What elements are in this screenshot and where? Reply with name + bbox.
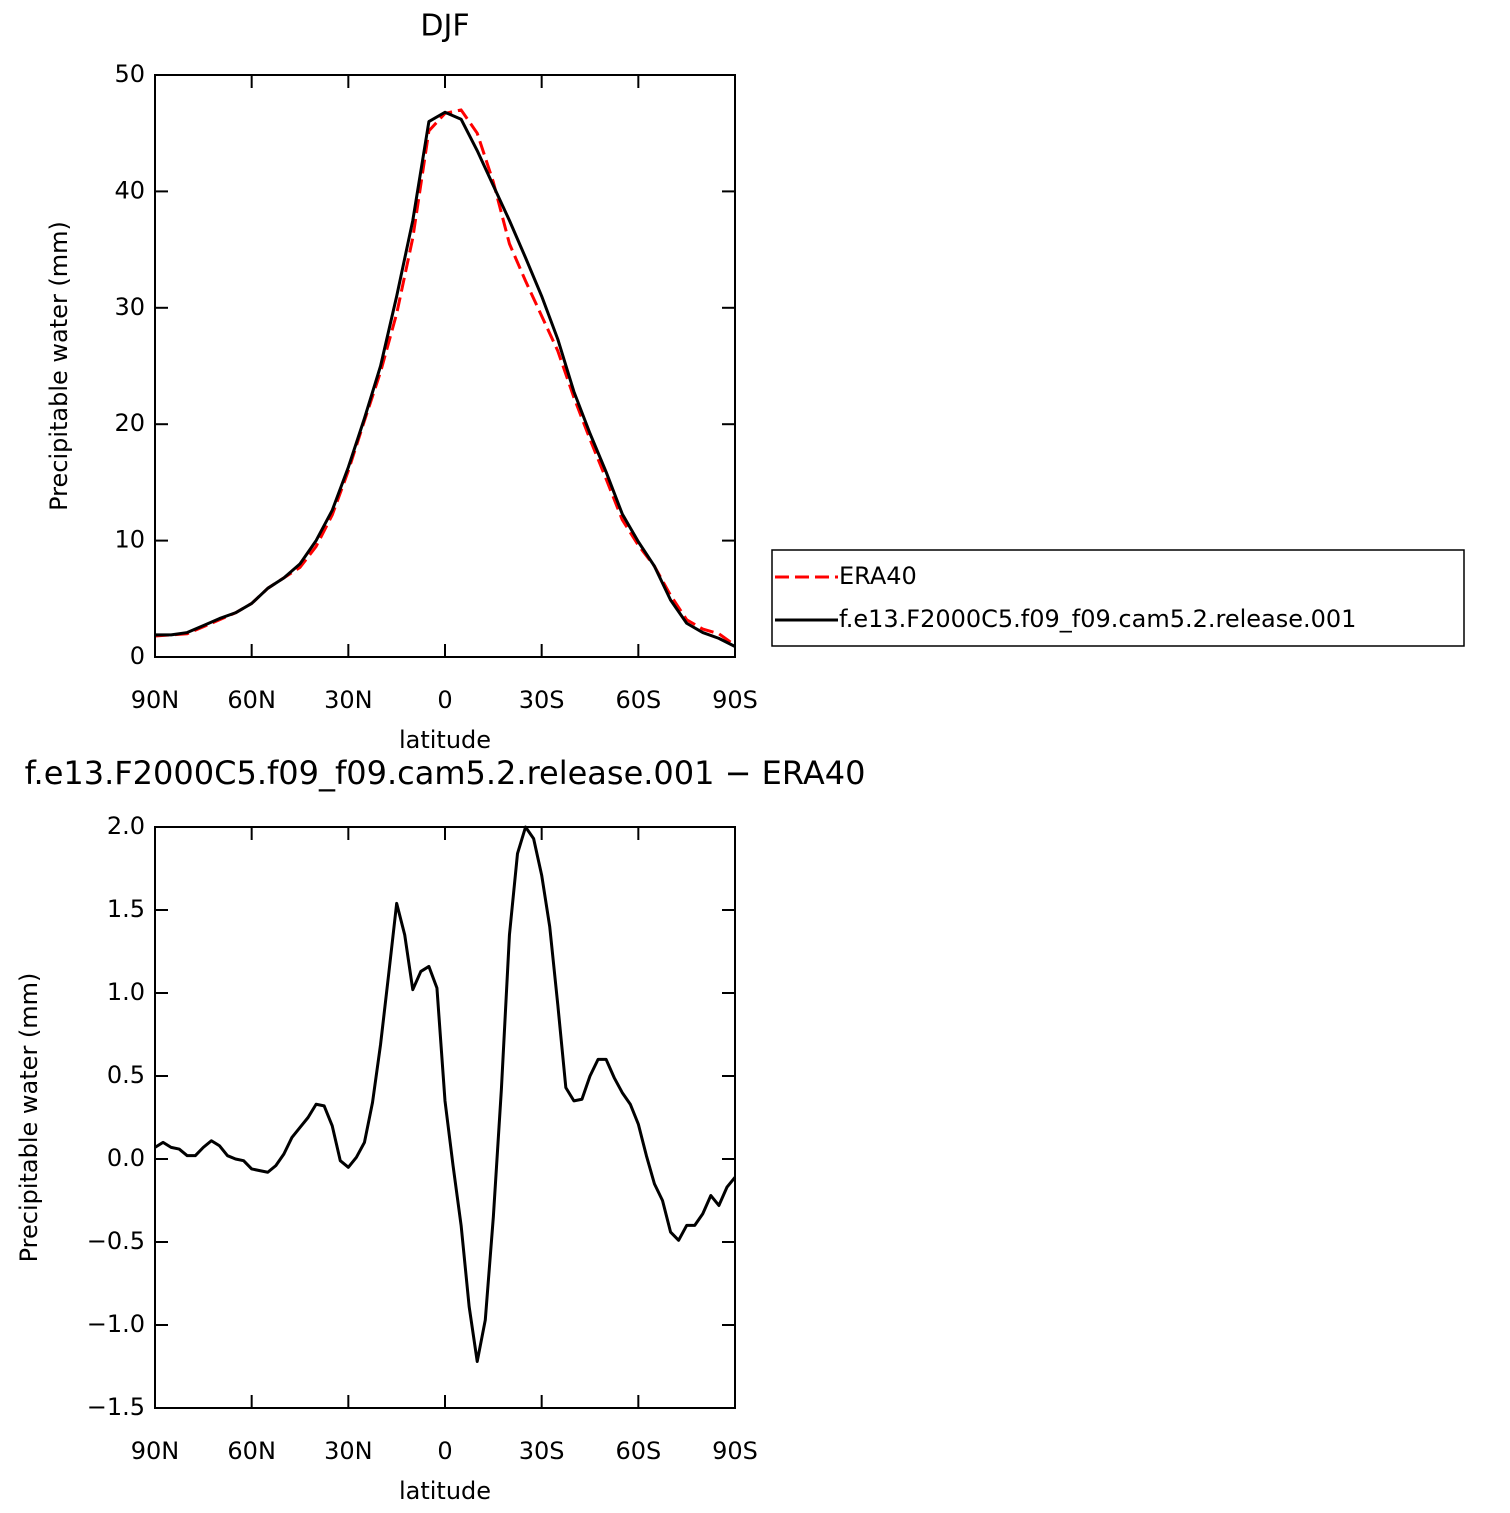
y-tick-label: 10: [114, 526, 145, 554]
x-axis-label: latitude: [399, 1477, 491, 1505]
x-tick-label: 30S: [519, 1437, 565, 1465]
y-tick-label: 40: [114, 176, 145, 204]
x-tick-label: 60N: [227, 686, 276, 714]
y-axis-label: Precipitable water (mm): [45, 221, 73, 511]
legend-label: f.e13.F2000C5.f09_f09.cam5.2.release.001: [839, 605, 1356, 633]
x-tick-label: 60S: [615, 1437, 661, 1465]
y-tick-label: −1.0: [87, 1310, 145, 1338]
x-tick-label: 90S: [712, 1437, 758, 1465]
y-tick-label: 0.5: [107, 1061, 145, 1089]
x-tick-label: 60S: [615, 686, 661, 714]
x-axis-label: latitude: [399, 726, 491, 754]
x-tick-label: 60N: [227, 1437, 276, 1465]
x-tick-label: 0: [437, 686, 452, 714]
y-tick-label: −0.5: [87, 1227, 145, 1255]
y-tick-label: 1.0: [107, 978, 145, 1006]
x-tick-label: 30S: [519, 686, 565, 714]
y-tick-label: 1.5: [107, 895, 145, 923]
y-tick-label: 50: [114, 60, 145, 88]
y-tick-label: 0.0: [107, 1144, 145, 1172]
y-tick-label: 20: [114, 409, 145, 437]
y-tick-label: 2.0: [107, 812, 145, 840]
plot-frame: [154, 74, 736, 658]
y-axis-label: Precipitable water (mm): [15, 973, 43, 1263]
data-line: [154, 825, 737, 1364]
x-tick-label: 90N: [131, 1437, 180, 1465]
y-tick-label: 0: [130, 642, 145, 670]
chart-title: f.e13.F2000C5.f09_f09.cam5.2.release.001…: [25, 754, 866, 792]
data-line: [155, 110, 736, 648]
x-tick-label: 90N: [131, 686, 180, 714]
x-tick-label: 0: [437, 1437, 452, 1465]
x-tick-label: 90S: [712, 686, 758, 714]
y-tick-label: −1.5: [87, 1393, 145, 1421]
chart-title: DJF: [420, 9, 469, 44]
x-tick-label: 30N: [324, 1437, 373, 1465]
legend-box: [771, 549, 1465, 647]
x-tick-label: 30N: [324, 686, 373, 714]
y-tick-label: 30: [114, 293, 145, 321]
data-line: [154, 108, 736, 647]
legend-label: ERA40: [839, 562, 917, 590]
plot-frame: [154, 826, 736, 1409]
